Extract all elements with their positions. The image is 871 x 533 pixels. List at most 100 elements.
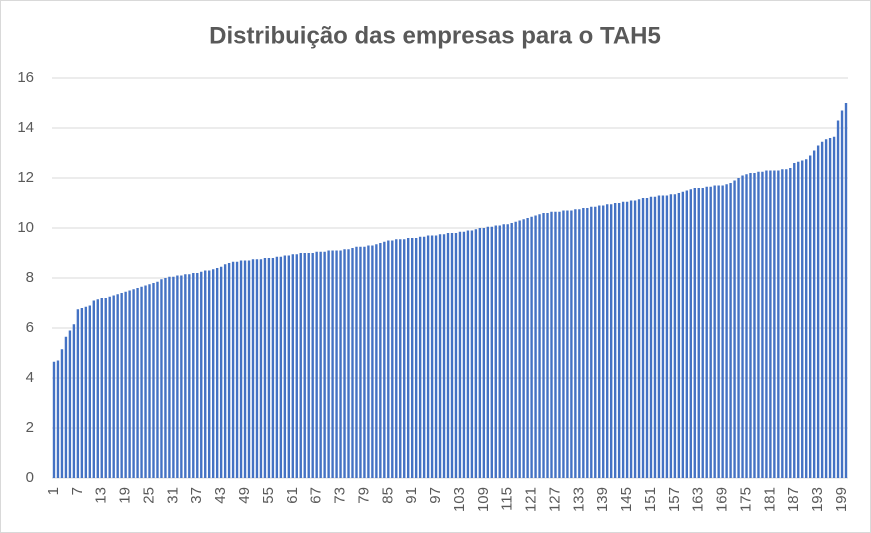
bar: [355, 246, 358, 478]
bar: [753, 173, 756, 478]
bar: [299, 253, 302, 478]
bar: [243, 260, 247, 478]
bar: [617, 203, 621, 478]
x-tick-label: 79: [355, 487, 372, 504]
bar: [641, 198, 645, 478]
bar: [709, 186, 712, 478]
bar: [582, 208, 585, 478]
bar: [844, 103, 848, 478]
bar: [705, 186, 708, 478]
bar: [816, 145, 820, 478]
bar: [812, 150, 816, 478]
bar: [379, 243, 382, 478]
bar: [56, 360, 60, 478]
x-tick-label: 85: [379, 487, 396, 504]
x-tick-label: 61: [284, 487, 301, 504]
bar: [172, 276, 175, 478]
bar: [450, 233, 454, 478]
x-tick-label: 73: [332, 487, 349, 504]
bar: [414, 238, 418, 478]
bar: [235, 261, 239, 478]
bar: [713, 185, 716, 478]
bar: [454, 233, 458, 478]
bar: [251, 259, 255, 478]
x-tick-label: 139: [594, 487, 611, 512]
bar: [395, 239, 398, 478]
bar: [68, 330, 72, 478]
bar: [633, 200, 637, 478]
bar: [164, 278, 167, 478]
bar: [836, 120, 840, 478]
bar: [625, 201, 629, 478]
bar: [72, 324, 76, 478]
bar: [574, 209, 577, 478]
bar: [60, 349, 64, 478]
x-tick-label: 121: [523, 487, 540, 512]
bar: [263, 258, 267, 478]
bar: [383, 241, 386, 478]
bar: [606, 204, 609, 478]
bar: [363, 246, 366, 478]
bar: [538, 214, 541, 478]
bar: [677, 193, 681, 478]
bar: [514, 221, 517, 478]
bar: [403, 239, 406, 478]
x-tick-label: 37: [188, 487, 205, 504]
bar: [578, 209, 581, 478]
bar: [315, 251, 318, 478]
bar: [446, 233, 450, 478]
x-tick-label: 19: [117, 487, 134, 504]
bar: [426, 235, 430, 478]
bar: [144, 285, 147, 478]
bar: [148, 284, 151, 478]
bar: [550, 211, 553, 478]
x-tick-label: 127: [546, 487, 563, 512]
x-tick-label: 109: [475, 487, 492, 512]
bar: [271, 258, 275, 478]
bar: [661, 195, 665, 478]
bar: [247, 260, 251, 478]
x-tick-label: 181: [761, 487, 778, 512]
x-tick-label: 157: [666, 487, 683, 512]
bar: [339, 250, 342, 478]
bar: [124, 291, 127, 478]
bar: [518, 220, 521, 478]
bar: [223, 264, 227, 478]
bar: [208, 270, 211, 478]
bar: [211, 269, 215, 478]
bar: [737, 178, 740, 478]
x-tick-label: 7: [69, 487, 86, 495]
bar: [279, 256, 283, 478]
y-tick-label: 8: [26, 269, 34, 286]
bar: [227, 263, 231, 478]
x-tick-label: 49: [236, 487, 253, 504]
bar: [689, 189, 692, 478]
bar: [319, 251, 322, 478]
bar: [219, 266, 223, 478]
bar: [156, 281, 159, 478]
x-tick-label: 13: [93, 487, 110, 504]
bar: [410, 238, 414, 478]
y-tick-label: 0: [26, 469, 34, 486]
bar: [375, 244, 378, 478]
bar: [184, 274, 187, 478]
bar: [291, 254, 294, 478]
bar: [303, 253, 306, 478]
bar: [729, 183, 732, 478]
bar: [566, 210, 569, 478]
bar: [307, 253, 310, 478]
bar: [327, 250, 330, 478]
bar: [196, 273, 199, 478]
bar: [594, 206, 597, 478]
bar: [347, 249, 350, 478]
x-tick-label: 91: [403, 487, 420, 504]
x-tick-label: 43: [212, 487, 229, 504]
bar: [100, 298, 103, 478]
bar: [725, 184, 728, 478]
bar: [239, 260, 243, 478]
x-tick-label: 67: [308, 487, 325, 504]
x-tick-label: 133: [570, 487, 587, 512]
bar: [769, 170, 772, 478]
bar: [215, 268, 219, 478]
